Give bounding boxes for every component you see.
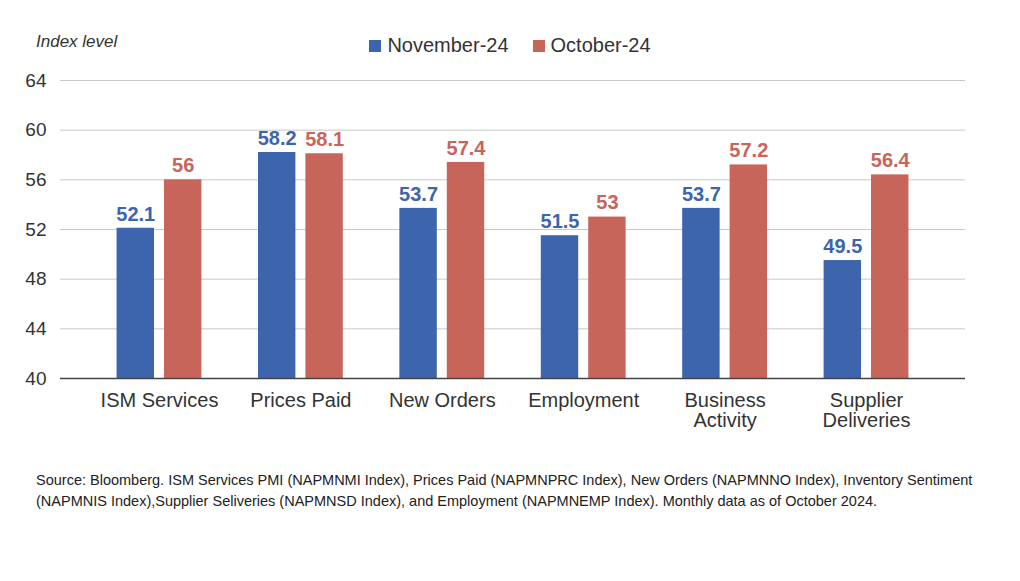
- svg-text:40: 40: [25, 368, 46, 389]
- svg-text:56.4: 56.4: [871, 149, 911, 171]
- svg-text:49.5: 49.5: [823, 235, 862, 257]
- html-text:November-24: November-24: [387, 34, 509, 56]
- svg-text:52: 52: [25, 219, 46, 240]
- svg-text:New Orders: New Orders: [389, 389, 496, 411]
- html-text:October-24: October-24: [550, 34, 651, 56]
- svg-text:53.7: 53.7: [399, 183, 438, 205]
- svg-text:Employment: Employment: [528, 389, 640, 411]
- svg-text:58.1: 58.1: [305, 128, 344, 150]
- svg-text:56: 56: [25, 169, 46, 190]
- html-text:Source: Bloomberg. ISM Service: Source: Bloomberg. ISM Services PMI (NAP…: [36, 472, 973, 509]
- svg-text:56: 56: [172, 154, 194, 176]
- svg-text:BusinessActivity: BusinessActivity: [685, 389, 766, 431]
- svg-text:53: 53: [596, 191, 618, 213]
- svg-text:44: 44: [25, 318, 47, 339]
- svg-text:57.2: 57.2: [729, 139, 768, 161]
- svg-text:57.4: 57.4: [447, 137, 487, 159]
- svg-text:60: 60: [25, 119, 46, 140]
- svg-text:SupplierDeliveries: SupplierDeliveries: [823, 389, 911, 431]
- svg-text:48: 48: [25, 268, 46, 289]
- svg-text:64: 64: [25, 70, 47, 91]
- svg-text:52.1: 52.1: [116, 203, 155, 225]
- svg-text:Prices Paid: Prices Paid: [250, 389, 351, 411]
- html-text:Index level: Index level: [36, 32, 118, 51]
- svg-text:58.2: 58.2: [258, 127, 297, 149]
- svg-text:51.5: 51.5: [541, 210, 580, 232]
- svg-text:ISM Services: ISM Services: [101, 389, 219, 411]
- svg-text:53.7: 53.7: [682, 183, 721, 205]
